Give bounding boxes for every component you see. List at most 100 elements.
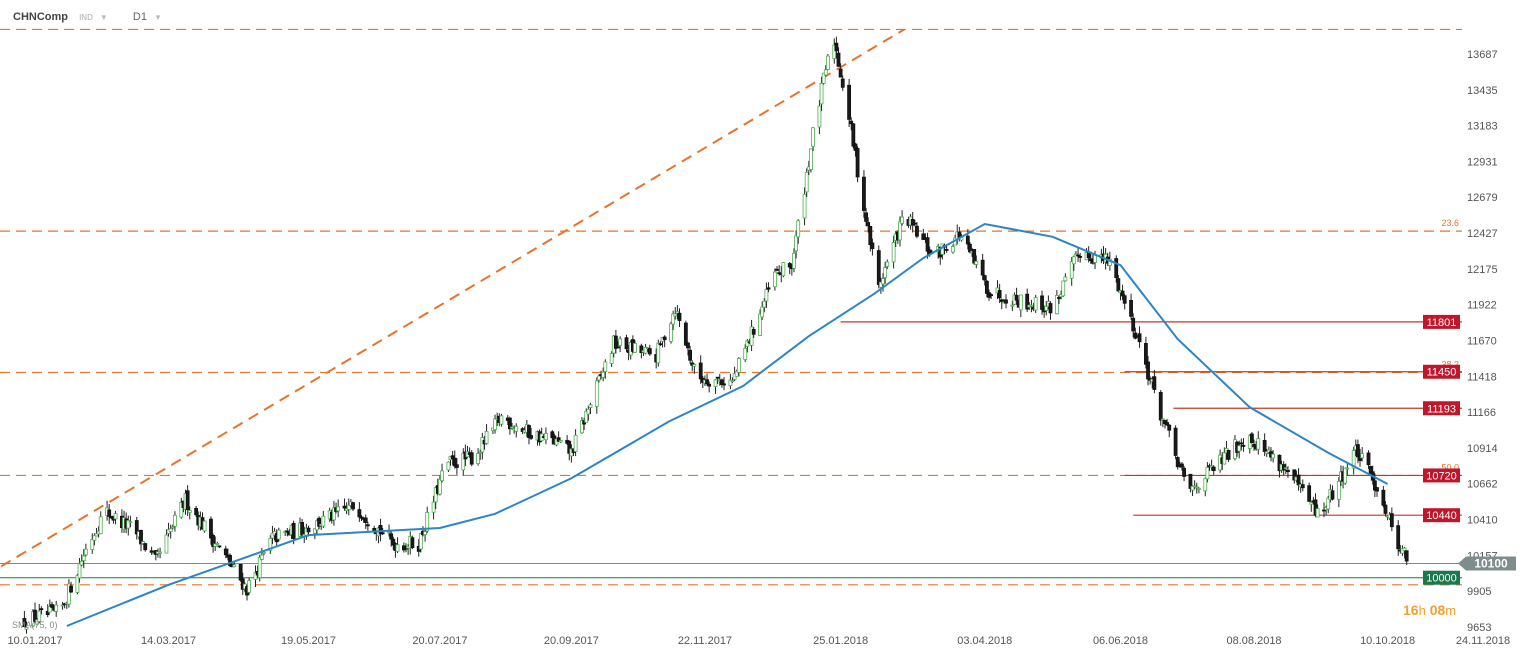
y-tick-label: 12931 bbox=[1467, 156, 1498, 168]
candle bbox=[431, 495, 436, 520]
level-badge[interactable]: 10100 bbox=[1458, 556, 1516, 571]
candle bbox=[357, 502, 362, 522]
candle bbox=[705, 373, 709, 386]
candle bbox=[168, 524, 173, 539]
candle bbox=[1165, 419, 1170, 427]
candle bbox=[321, 510, 326, 528]
candle bbox=[268, 535, 273, 554]
candle bbox=[643, 343, 648, 355]
level-badge[interactable]: 10440 bbox=[1423, 508, 1460, 522]
candle bbox=[764, 282, 769, 308]
support-resistance-lines[interactable] bbox=[0, 321, 1462, 579]
fib-labels: 23.6 38.2 50.0 bbox=[1441, 218, 1459, 472]
candle-timer: 16h 08m bbox=[1403, 602, 1457, 618]
candle bbox=[149, 546, 154, 555]
candle bbox=[1286, 466, 1290, 478]
candle bbox=[60, 602, 65, 610]
horizontal-dashed-lines bbox=[0, 28, 1462, 586]
candle bbox=[773, 268, 777, 291]
candle bbox=[823, 65, 828, 77]
candle bbox=[864, 207, 868, 227]
svg-text:10720: 10720 bbox=[1426, 470, 1457, 482]
x-tick-label: 22.11.2017 bbox=[678, 635, 732, 647]
candle bbox=[1167, 424, 1172, 438]
level-badge[interactable]: 11450 bbox=[1423, 364, 1460, 379]
trend-line[interactable] bbox=[0, 28, 905, 568]
candle bbox=[997, 283, 1002, 304]
candle bbox=[766, 282, 771, 293]
candle bbox=[1192, 480, 1197, 490]
level-badge[interactable]: 10000 bbox=[1423, 570, 1460, 585]
candle bbox=[1292, 469, 1297, 484]
candle bbox=[469, 449, 474, 467]
candle bbox=[972, 248, 977, 265]
candle bbox=[1040, 290, 1044, 315]
candle bbox=[158, 547, 162, 559]
candle bbox=[493, 414, 497, 434]
candle bbox=[170, 524, 175, 530]
candle bbox=[745, 339, 750, 353]
candle bbox=[910, 212, 915, 233]
candle bbox=[1222, 447, 1227, 465]
candle bbox=[656, 339, 661, 367]
level-badge[interactable]: 11193 bbox=[1423, 401, 1460, 416]
candle bbox=[639, 343, 644, 359]
candle bbox=[351, 502, 355, 512]
candle bbox=[1129, 293, 1133, 320]
candle bbox=[853, 142, 858, 157]
level-badge[interactable]: 11801 bbox=[1423, 314, 1460, 329]
candle bbox=[1389, 507, 1394, 532]
indicator-label[interactable]: SMA(75, 0) bbox=[12, 620, 58, 630]
svg-text:10100: 10100 bbox=[1474, 557, 1508, 571]
timeframe-selector[interactable]: D1 bbox=[132, 11, 147, 23]
candle bbox=[342, 498, 347, 511]
candle bbox=[81, 549, 86, 569]
candle bbox=[1381, 485, 1386, 508]
candle bbox=[1256, 431, 1261, 455]
candle bbox=[514, 423, 519, 438]
candle bbox=[1114, 255, 1119, 283]
candle bbox=[662, 335, 667, 348]
chevron-down-icon[interactable]: ▼ bbox=[99, 13, 108, 22]
svg-text:11801: 11801 bbox=[1427, 317, 1457, 329]
candle bbox=[1057, 295, 1061, 305]
candle bbox=[1404, 550, 1409, 566]
candle bbox=[819, 76, 824, 112]
candle bbox=[1146, 355, 1150, 386]
candle bbox=[624, 334, 629, 352]
candle bbox=[1203, 477, 1208, 497]
candle bbox=[45, 604, 50, 618]
candle bbox=[276, 527, 281, 542]
candle bbox=[452, 450, 457, 469]
candle bbox=[1266, 446, 1271, 454]
candle bbox=[179, 497, 184, 519]
candle bbox=[573, 429, 578, 457]
candle bbox=[868, 225, 873, 252]
x-tick-label: 06.06.2018 bbox=[1093, 635, 1148, 647]
candle bbox=[450, 450, 455, 466]
candle bbox=[187, 506, 192, 520]
candle bbox=[658, 341, 663, 347]
candle bbox=[1300, 479, 1305, 492]
x-tick-label: 08.08.2018 bbox=[1227, 635, 1282, 647]
x-tick-label: 10.10.2018 bbox=[1360, 635, 1415, 647]
candle bbox=[876, 245, 881, 289]
candle bbox=[1076, 247, 1080, 262]
candle bbox=[1360, 447, 1365, 462]
price-axis[interactable]: 9653990510157104101066210914111661141811… bbox=[1467, 49, 1498, 634]
x-tick-label: 14.03.2017 bbox=[141, 635, 196, 647]
chevron-down-icon[interactable]: ▼ bbox=[154, 13, 162, 22]
candle bbox=[1144, 336, 1148, 369]
candle bbox=[1277, 454, 1282, 478]
candle bbox=[618, 336, 623, 352]
time-axis[interactable]: 10.01.2017 14.03.2017 19.05.2017 20.07.2017… bbox=[7, 635, 1510, 647]
candle bbox=[1116, 275, 1121, 293]
candle bbox=[247, 577, 252, 595]
candle bbox=[90, 533, 95, 554]
symbol-name[interactable]: CHNComp bbox=[13, 11, 68, 23]
level-badge[interactable]: 10720 bbox=[1423, 468, 1460, 483]
candle bbox=[1211, 465, 1216, 476]
candle bbox=[300, 518, 305, 538]
y-tick-label: 11418 bbox=[1467, 371, 1497, 383]
